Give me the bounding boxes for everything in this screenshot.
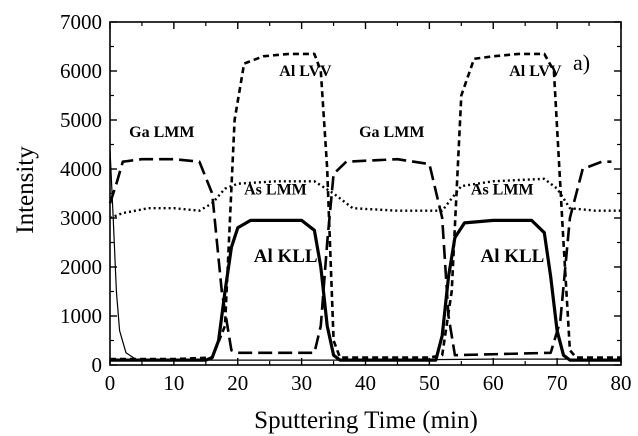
series-label-as-lmm: As LMM — [244, 181, 307, 198]
series-line-al-lvv — [110, 52, 621, 361]
x-tick-label: 20 — [227, 371, 248, 395]
annotation-layer: Al LVV Al LVV Ga LMM Ga LMM As LMM As LMM Al K… — [129, 63, 562, 267]
panel-label: a) — [573, 50, 590, 75]
x-tick-label: 70 — [547, 371, 568, 395]
y-tick-label: 6000 — [60, 59, 102, 83]
y-tick-label: 4000 — [60, 157, 102, 181]
x-tick-label: 0 — [105, 371, 116, 395]
x-tick-label: 80 — [611, 371, 632, 395]
y-tick-label: 7000 — [60, 10, 102, 34]
series-label-ga-lmm: Ga LMM — [129, 124, 194, 141]
series-label-al-kll: Al KLL — [480, 246, 544, 267]
x-tick-label: 60 — [483, 371, 504, 395]
x-tick-label: 30 — [291, 371, 312, 395]
series-label-al-lvv: Al LVV — [279, 63, 332, 80]
x-axis-title: Sputtering Time (min) — [254, 407, 478, 434]
y-axis-title: Intensity — [12, 146, 39, 234]
y-tick-label: 5000 — [60, 108, 102, 132]
y-tick-label: 0 — [92, 353, 103, 377]
series-line-as-lmm — [109, 177, 621, 220]
x-tick-label: 50 — [419, 371, 440, 395]
series-label-as-lmm: As LMM — [471, 181, 534, 198]
x-tick-label: 10 — [163, 371, 184, 395]
series-label-ga-lmm: Ga LMM — [359, 124, 424, 141]
axis-layer: 0 10 20 30 40 50 60 70 80 0 1000 2000 3000 4000 5000 60… — [60, 10, 632, 395]
y-tick-label: 1000 — [60, 304, 102, 328]
y-tick-label: 2000 — [60, 255, 102, 279]
series-line-al-kll — [110, 218, 621, 362]
series-label-al-kll: Al KLL — [254, 246, 318, 267]
y-tick-label: 3000 — [60, 206, 102, 230]
series-label-al-lvv: Al LVV — [509, 63, 562, 80]
series-line-ga-lmm — [108, 157, 612, 357]
x-tick-label: 40 — [355, 371, 376, 395]
series-layer — [108, 52, 621, 362]
